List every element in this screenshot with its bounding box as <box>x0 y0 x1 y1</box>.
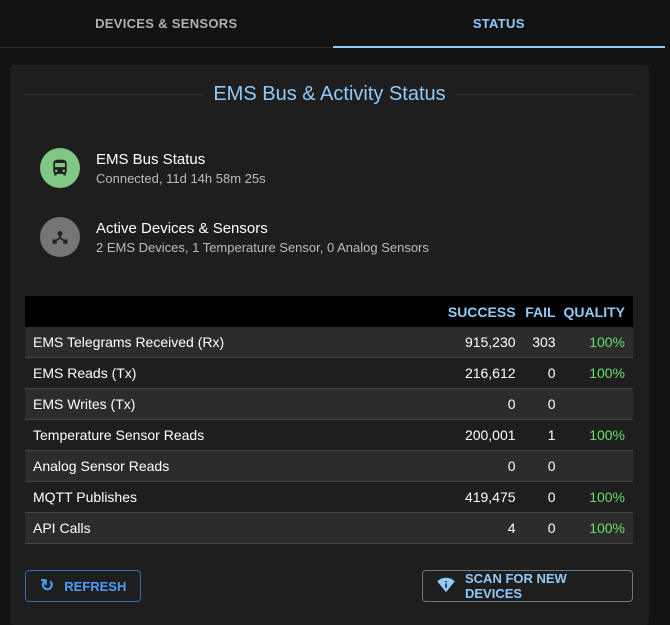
col-name <box>25 296 391 327</box>
table-row: MQTT Publishes 419,475 0 100% <box>25 481 633 513</box>
fail-value: 0 <box>523 357 564 389</box>
wifi-info-icon <box>437 577 455 596</box>
success-value: 0 <box>390 450 524 482</box>
status-card: EMS Bus & Activity Status EMS Bus Status… <box>10 65 649 625</box>
row-label: EMS Writes (Tx) <box>25 388 391 420</box>
quality-value: 100% <box>563 327 633 358</box>
col-fail: FAIL <box>523 296 564 327</box>
success-value: 915,230 <box>390 327 524 358</box>
quality-value: 100% <box>563 357 633 389</box>
quality-value: 100% <box>563 419 633 451</box>
table-row: EMS Reads (Tx) 216,612 0 100% <box>25 357 633 389</box>
col-success: SUCCESS <box>390 296 524 327</box>
scan-devices-button[interactable]: SCAN FOR NEW DEVICES <box>422 570 633 602</box>
bus-status-item: EMS Bus Status Connected, 11d 14h 58m 25s <box>40 148 266 188</box>
table-row: Analog Sensor Reads 0 0 <box>25 450 633 482</box>
refresh-icon: ↻ <box>40 576 55 595</box>
section-title: EMS Bus & Activity Status <box>25 83 634 106</box>
refresh-button[interactable]: ↻ REFRESH <box>25 570 142 602</box>
tab-devices-sensors[interactable]: DEVICES & SENSORS <box>95 16 238 31</box>
success-value: 4 <box>390 512 524 544</box>
row-label: Analog Sensor Reads <box>25 450 391 482</box>
fail-value: 0 <box>523 450 564 482</box>
quality-value: 100% <box>563 512 633 544</box>
table-row: EMS Telegrams Received (Rx) 915,230 303 100… <box>25 327 633 358</box>
title-text: EMS Bus & Activity Status <box>213 83 446 105</box>
bus-icon <box>40 148 80 188</box>
tab-status[interactable]: STATUS <box>332 0 666 48</box>
fail-value: 0 <box>523 512 564 544</box>
row-label: EMS Telegrams Received (Rx) <box>25 327 391 358</box>
bus-status-label: EMS Bus Status <box>96 150 206 168</box>
quality-value <box>563 450 633 482</box>
quality-value <box>563 388 633 420</box>
fail-value: 0 <box>523 388 564 420</box>
row-label: MQTT Publishes <box>25 481 391 513</box>
hub-icon <box>40 217 80 257</box>
success-value: 0 <box>390 388 524 420</box>
row-label: EMS Reads (Tx) <box>25 357 391 389</box>
active-devices-label: Active Devices & Sensors <box>96 219 268 237</box>
col-quality: QUALITY <box>563 296 633 327</box>
activity-table: SUCCESS FAIL QUALITY EMS Telegrams Recei… <box>25 296 633 544</box>
scan-label: SCAN FOR NEW DEVICES <box>465 571 567 601</box>
success-value: 419,475 <box>390 481 524 513</box>
refresh-label: REFRESH <box>64 578 127 594</box>
active-devices-item: Active Devices & Sensors 2 EMS Devices, 1… <box>40 217 429 257</box>
table-row: API Calls 4 0 100% <box>25 512 633 544</box>
quality-value: 100% <box>563 481 633 513</box>
fail-value: 303 <box>523 327 564 358</box>
row-label: API Calls <box>25 512 391 544</box>
fail-value: 1 <box>523 419 564 451</box>
row-label: Temperature Sensor Reads <box>25 419 391 451</box>
table-row: EMS Writes (Tx) 0 0 <box>25 388 633 420</box>
active-devices-value: 2 EMS Devices, 1 Temperature Sensor, 0 A… <box>96 239 429 255</box>
table-row: Temperature Sensor Reads 200,001 1 100% <box>25 419 633 451</box>
fail-value: 0 <box>523 481 564 513</box>
success-value: 200,001 <box>390 419 524 451</box>
bus-status-value: Connected, 11d 14h 58m 25s <box>96 170 266 186</box>
tab-bar: DEVICES & SENSORS STATUS <box>0 0 665 48</box>
success-value: 216,612 <box>390 357 524 389</box>
